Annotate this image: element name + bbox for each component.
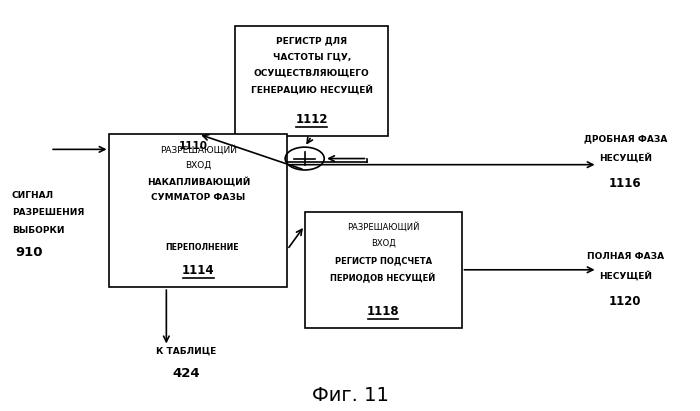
Text: 424: 424 — [172, 367, 200, 380]
Text: НЕСУЩЕЙ: НЕСУЩЕЙ — [599, 152, 652, 162]
Text: СИГНАЛ: СИГНАЛ — [12, 191, 54, 200]
Text: НАКАПЛИВАЮЩИЙ: НАКАПЛИВАЮЩИЙ — [147, 177, 250, 187]
Text: ПОЛНАЯ ФАЗА: ПОЛНАЯ ФАЗА — [587, 252, 664, 261]
Text: ГЕНЕРАЦИЮ НЕСУЩЕЙ: ГЕНЕРАЦИЮ НЕСУЩЕЙ — [251, 85, 372, 95]
Text: РЕГИСТР ПОДСЧЕТА: РЕГИСТР ПОДСЧЕТА — [335, 256, 432, 265]
Text: РЕГИСТР ДЛЯ: РЕГИСТР ДЛЯ — [276, 36, 347, 45]
Text: ПЕРЕПОЛНЕНИЕ: ПЕРЕПОЛНЕНИЕ — [165, 243, 239, 252]
Text: 1112: 1112 — [295, 113, 328, 126]
Text: РАЗРЕШАЮЩИЙ: РАЗРЕШАЮЩИЙ — [347, 222, 419, 232]
Text: 1120: 1120 — [609, 296, 642, 308]
Text: ВХОД: ВХОД — [371, 239, 395, 248]
Text: ОСУЩЕСТВЛЯЮЩЕГО: ОСУЩЕСТВЛЯЮЩЕГО — [254, 69, 370, 78]
Text: 1110: 1110 — [179, 141, 208, 151]
Text: ПЕРИОДОВ НЕСУЩЕЙ: ПЕРИОДОВ НЕСУЩЕЙ — [330, 273, 435, 284]
Text: ДРОБНАЯ ФАЗА: ДРОБНАЯ ФАЗА — [584, 134, 667, 143]
Text: ВХОД: ВХОД — [186, 161, 211, 170]
Text: СУММАТОР ФАЗЫ: СУММАТОР ФАЗЫ — [151, 193, 246, 202]
Bar — [235, 26, 388, 136]
Text: ВЫБОРКИ: ВЫБОРКИ — [12, 226, 64, 235]
Text: ЧАСТОТЫ ГЦУ,: ЧАСТОТЫ ГЦУ, — [272, 53, 351, 61]
Text: НЕСУЩЕЙ: НЕСУЩЕЙ — [599, 271, 652, 281]
Bar — [109, 134, 287, 287]
Text: Фиг. 11: Фиг. 11 — [312, 386, 388, 405]
Text: 910: 910 — [15, 246, 43, 259]
Text: РАЗРЕШАЮЩИЙ: РАЗРЕШАЮЩИЙ — [160, 144, 237, 154]
Text: РАЗРЕШЕНИЯ: РАЗРЕШЕНИЯ — [12, 208, 84, 217]
Bar — [304, 212, 461, 328]
Text: 1118: 1118 — [367, 305, 400, 318]
Text: 1116: 1116 — [609, 177, 642, 190]
Text: 1114: 1114 — [182, 264, 215, 277]
Text: К ТАБЛИЦЕ: К ТАБЛИЦЕ — [156, 346, 216, 356]
